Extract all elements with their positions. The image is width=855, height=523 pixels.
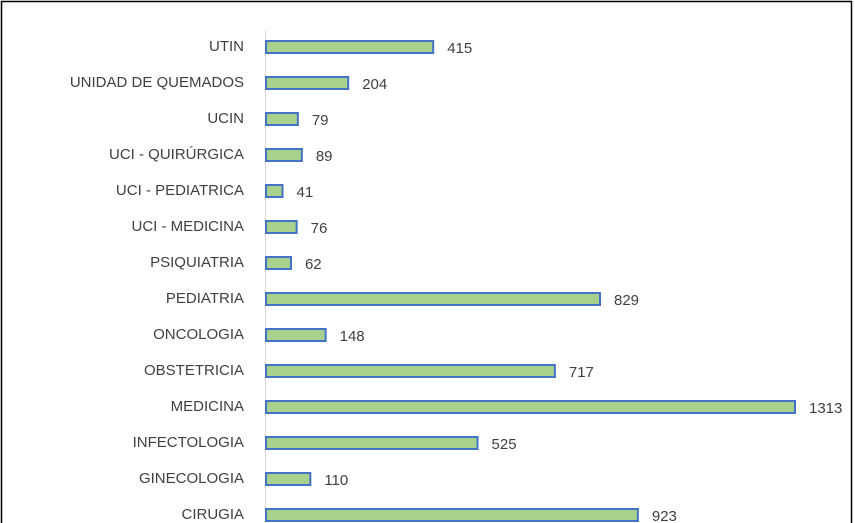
y-tick-label: GINECOLOGIA (139, 470, 244, 487)
data-label: 76 (311, 220, 328, 237)
bar (265, 256, 292, 270)
data-label: 148 (340, 328, 365, 345)
data-label: 1313 (809, 400, 842, 417)
data-label: 717 (569, 364, 594, 381)
y-tick-label: PSIQUIATRIA (150, 254, 244, 271)
data-label: 110 (324, 472, 348, 489)
bar (265, 436, 479, 450)
data-label: 415 (447, 40, 472, 57)
data-label: 525 (492, 436, 517, 453)
y-tick-label: CIRUGIA (181, 506, 244, 523)
y-tick-label: UTIN (209, 38, 244, 55)
bar (265, 292, 601, 306)
y-tick-label: UCI - QUIRÚRGICA (109, 146, 244, 163)
data-label: 923 (652, 508, 677, 523)
y-tick-label: UCI - MEDICINA (132, 218, 245, 235)
y-tick-label: ONCOLOGIA (153, 326, 244, 343)
data-label: 41 (297, 184, 314, 201)
bar (265, 328, 327, 342)
bar (265, 112, 299, 126)
bar (265, 364, 556, 378)
bar (265, 220, 298, 234)
data-label: 79 (312, 112, 329, 129)
data-label: 89 (316, 148, 333, 165)
bar (265, 148, 303, 162)
bar (265, 184, 284, 198)
y-tick-label: UCI - PEDIATRICA (116, 182, 244, 199)
y-tick-label: UNIDAD DE QUEMADOS (70, 74, 244, 91)
y-tick-label: MEDICINA (171, 398, 244, 415)
bar (265, 40, 435, 54)
data-label: 204 (362, 76, 387, 93)
data-label: 829 (614, 292, 639, 309)
bar (265, 400, 796, 414)
bar (265, 76, 350, 90)
y-tick-label: OBSTETRICIA (144, 362, 244, 379)
bar (265, 508, 639, 522)
y-tick-label: PEDIATRIA (166, 290, 244, 307)
bar (265, 472, 312, 486)
y-tick-label: UCIN (207, 110, 244, 127)
data-label: 62 (305, 256, 322, 273)
y-tick-label: INFECTOLOGIA (133, 434, 244, 451)
